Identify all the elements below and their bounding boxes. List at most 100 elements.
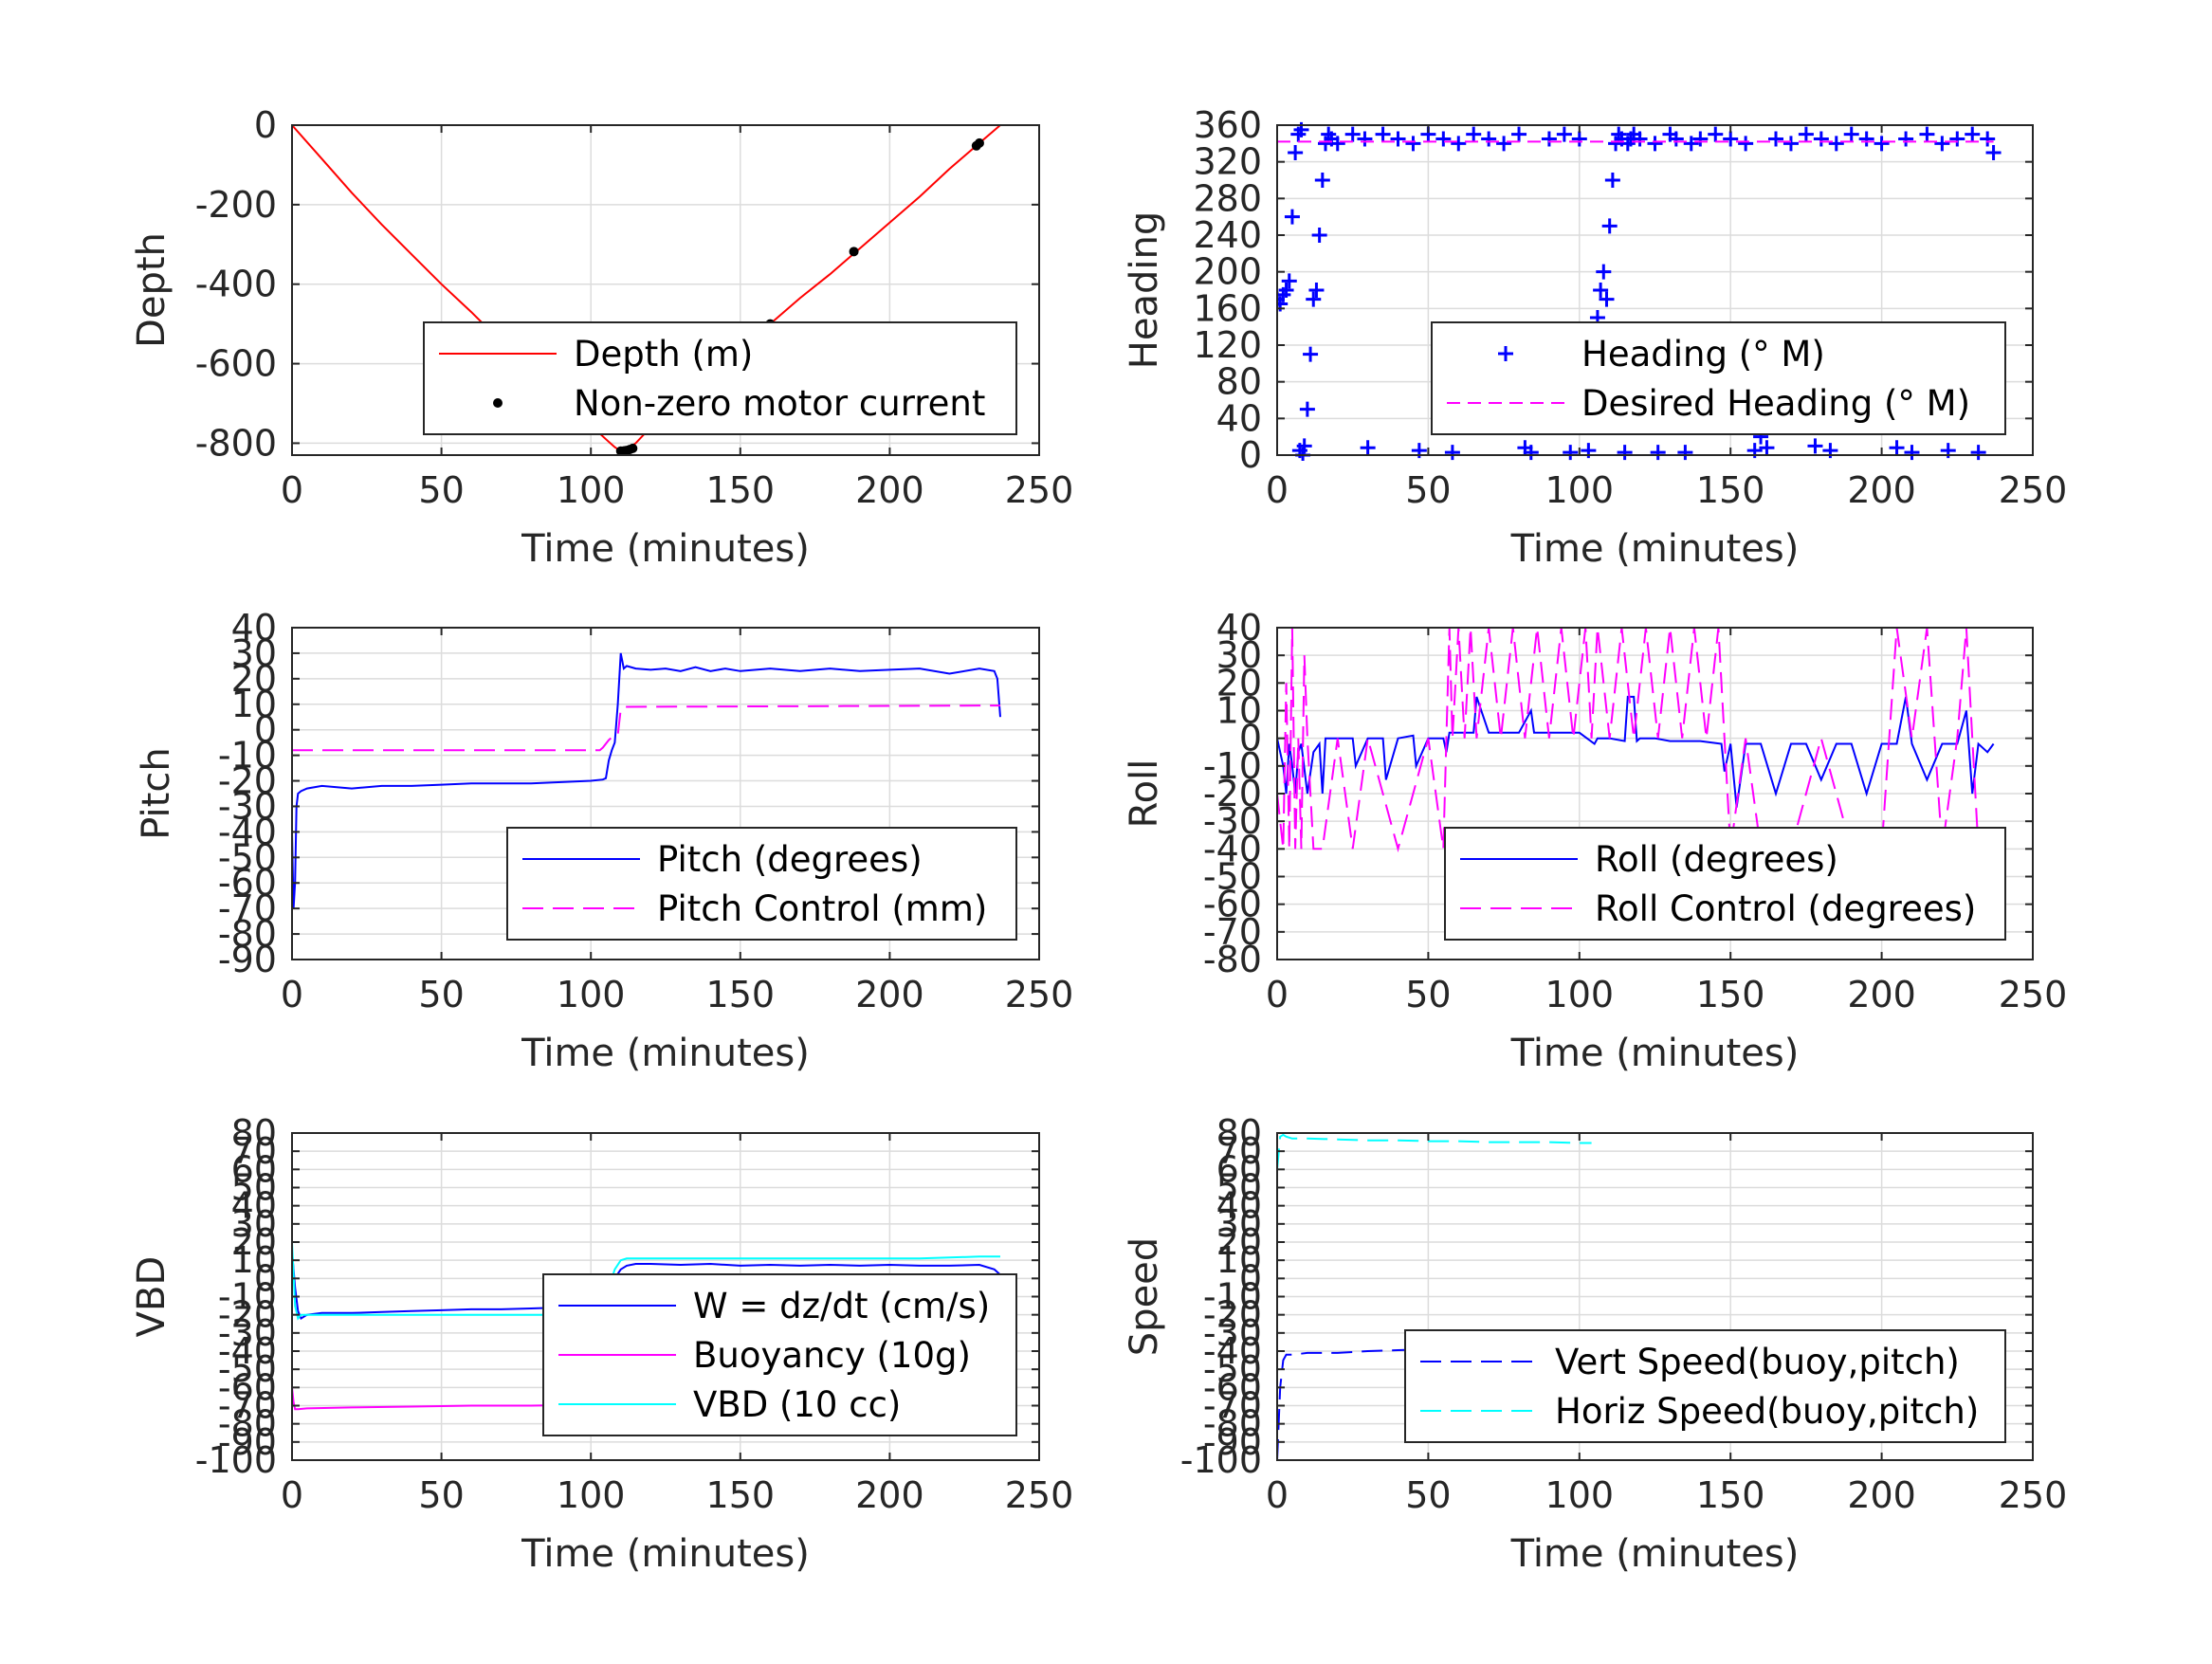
y-axis-label: Pitch (135, 747, 178, 839)
data-point (1683, 136, 1699, 152)
y-tick-label: 40 (231, 607, 277, 649)
x-axis-label: Time (minutes) (521, 1032, 810, 1075)
data-point (1904, 445, 1920, 461)
legend: Vert Speed(buoy,pitch) Horiz Speed(buoy,p… (1404, 1329, 2006, 1443)
data-point (1807, 438, 1823, 454)
x-tick-label: 150 (706, 469, 776, 511)
y-tick-label: 0 (1239, 718, 1262, 759)
y-tick-label: 40 (1216, 397, 1262, 439)
x-tick-label: 200 (855, 1474, 924, 1516)
y-tick-label: -40 (1203, 828, 1262, 869)
data-point (1481, 131, 1497, 147)
y-tick-label: 60 (1216, 1148, 1262, 1190)
y-tick-label: -60 (218, 1366, 277, 1408)
legend-box (1404, 1329, 2006, 1443)
y-tick-label: -80 (218, 913, 277, 955)
data-point (1344, 126, 1361, 142)
legend-label: VBD (10 cc) (693, 1384, 901, 1425)
x-tick-label: 0 (1266, 974, 1289, 1015)
data-point (1596, 264, 1612, 280)
data-point (1278, 283, 1294, 298)
y-tick-label: -90 (1203, 1421, 1262, 1463)
data-point (1329, 136, 1345, 152)
chart-heading: 0 50 100 150 200 2500408012016020024028032036… (1123, 104, 2067, 571)
x-tick-label: 50 (1405, 1474, 1451, 1516)
data-point (1444, 445, 1460, 461)
y-tick-label: 40 (1216, 1185, 1262, 1227)
y-tick-label: 0 (254, 709, 277, 751)
data-point (1708, 126, 1724, 142)
x-axis-label: Time (minutes) (521, 527, 810, 571)
data-point (1970, 445, 1986, 461)
x-tick-label: 100 (557, 469, 626, 511)
legend-label: Pitch Control (mm) (657, 888, 987, 929)
data-point (1296, 438, 1312, 454)
y-tick-label: 0 (254, 104, 277, 146)
data-point (1980, 131, 1996, 147)
data-point (1541, 131, 1557, 147)
legend-label: Roll (degrees) (1595, 839, 1838, 880)
y-tick-label: 280 (1193, 177, 1262, 219)
y-tick-label: 70 (1216, 1130, 1262, 1172)
y-tick-label: 10 (231, 684, 277, 725)
y-tick-label: -50 (1203, 1348, 1262, 1390)
data-point (1314, 173, 1330, 188)
y-tick-label: -70 (218, 887, 277, 929)
y-tick-label: -800 (195, 422, 277, 464)
x-tick-label: 0 (281, 469, 303, 511)
y-tick-label: -50 (218, 836, 277, 878)
legend-box (423, 321, 1017, 435)
y-tick-label: 10 (231, 1239, 277, 1281)
y-tick-label: -50 (218, 1348, 277, 1390)
y-tick-label: -60 (1203, 884, 1262, 925)
y-tick-label: 80 (1216, 361, 1262, 403)
data-point (1593, 283, 1609, 298)
data-point (1299, 401, 1315, 417)
data-point (1985, 145, 2002, 160)
y-tick-label: -100 (1180, 1439, 1262, 1481)
x-tick-label: 150 (1696, 974, 1765, 1015)
legend: Pitch (degrees) Pitch Control (mm) (506, 827, 1017, 941)
y-tick-label: -80 (218, 1403, 277, 1445)
data-point (1813, 131, 1829, 147)
data-point (1435, 131, 1452, 147)
x-tick-label: 250 (1005, 469, 1074, 511)
y-tick-label: 20 (231, 658, 277, 700)
data-point (1782, 136, 1799, 152)
y-tick-label: 240 (1193, 214, 1262, 256)
data-point (1647, 136, 1663, 152)
x-tick-label: 0 (1266, 469, 1289, 511)
y-tick-label: 30 (231, 632, 277, 674)
x-tick-label: 150 (1696, 469, 1765, 511)
y-tick-label: 160 (1193, 287, 1262, 329)
axes-frame (291, 627, 1040, 960)
data-point (1466, 126, 1482, 142)
y-tick-label: 0 (254, 1257, 277, 1299)
legend-label: Roll Control (degrees) (1595, 888, 1976, 929)
y-tick-label: 80 (231, 1112, 277, 1154)
y-tick-label: -70 (218, 1385, 277, 1427)
x-tick-label: 200 (1847, 974, 1916, 1015)
legend-box (506, 827, 1017, 941)
y-tick-label: 0 (1239, 1257, 1262, 1299)
chart-speed: 0 50 100 150 200 25080706050403020100-10-20-3… (1123, 1112, 2067, 1576)
x-tick-label: 100 (1545, 1474, 1615, 1516)
x-tick-label: 0 (281, 1474, 303, 1516)
x-axis-label: Time (minutes) (1510, 1032, 1800, 1075)
y-tick-label: -100 (195, 1439, 277, 1481)
series-line-Horiz Speed(buoy,pitch) (1277, 1133, 1592, 1170)
x-tick-label: 250 (1999, 974, 2068, 1015)
x-tick-label: 50 (418, 469, 464, 511)
x-tick-label: 150 (1696, 1474, 1765, 1516)
y-tick-label: 10 (1216, 690, 1262, 732)
data-point (1898, 131, 1914, 147)
x-tick-label: 0 (281, 974, 303, 1015)
y-tick-label: 10 (1216, 1239, 1262, 1281)
y-axis-label: Roll (1123, 759, 1166, 829)
y-tick-label: -400 (195, 264, 277, 305)
y-tick-label: -30 (1203, 800, 1262, 842)
data-point (1949, 131, 1965, 147)
data-point (1288, 145, 1304, 160)
y-tick-label: 320 (1193, 141, 1262, 183)
